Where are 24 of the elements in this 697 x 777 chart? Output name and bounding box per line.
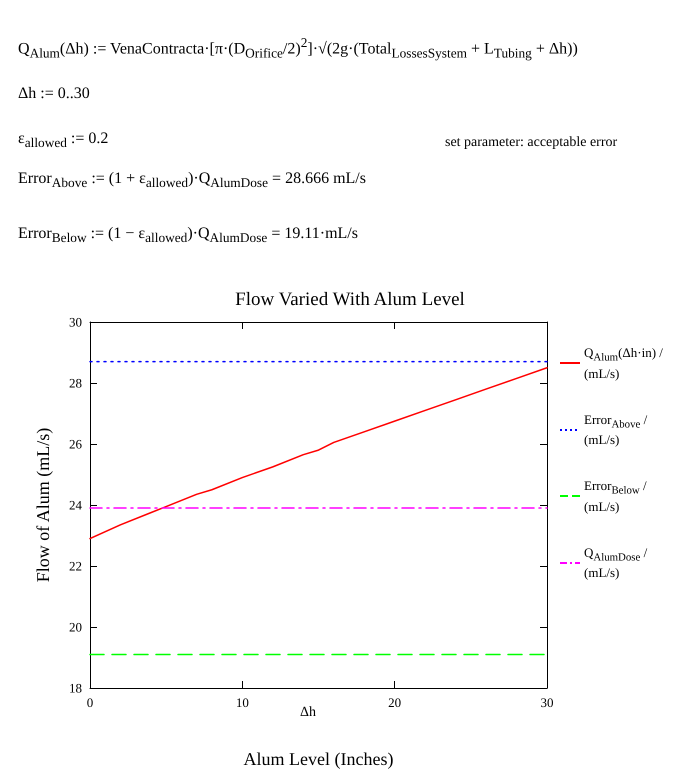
text: ε$_{allowed}$ := 0.2 xyxy=(18,130,108,152)
x-tick-label: 30 xyxy=(540,695,554,710)
legend: Q$_{Alum}$(Δh·in) / (mL/s) Error$_{Above}$ / (mL/s) Error$_{Below}$ / (mL/s) Q$_{AlumDose}$ / (mL/s) xyxy=(560,345,666,612)
y-tick-label: 30 xyxy=(69,314,82,330)
y-tick-label: 22 xyxy=(69,558,82,574)
text: Δh xyxy=(300,705,316,721)
x-tick-label: 0 xyxy=(86,695,94,710)
text: Δh := 0..30 xyxy=(18,85,90,103)
y-tick-label: 20 xyxy=(69,620,82,634)
line-series xyxy=(89,367,548,540)
y-tick-label: 28 xyxy=(69,376,82,390)
text: set parameter: acceptable error xyxy=(445,135,618,151)
text: Error$_{Below}$ := (1 − ε$_{allowed}$)·Q$_{AlumDose}$ = 19.11·mL/s xyxy=(18,225,358,246)
legend-label: Q$_{Alum}$(Δh·in) / (mL/s) xyxy=(584,345,664,382)
x-axis-title: Alum Level (Inches) xyxy=(244,749,394,769)
y-axis-title: Flow of Alum (mL/s) xyxy=(33,428,53,582)
x-tick-label: 10 xyxy=(236,695,249,710)
x-tick-label: 20 xyxy=(388,695,402,710)
y-tick-label: 26 xyxy=(69,436,82,452)
y-tick-label: 18 xyxy=(69,680,82,696)
chart-title: Flow Varied With Alum Level xyxy=(235,289,465,310)
text: Q$_{Alum}$(Δh) := VenaContracta·[π·(D$_{Orifice}$/2)$^{2}$]·√(2g·(Total$_{LossesSystem}$ + L$_{Tubing}$ + Δh)) xyxy=(18,35,578,61)
y-tick-label: 24 xyxy=(69,498,82,512)
text: Error$_{Above}$ := (1 + ε$_{allowed}$)·Q$_{AlumDose}$ = 28.666 mL/s xyxy=(18,170,366,192)
